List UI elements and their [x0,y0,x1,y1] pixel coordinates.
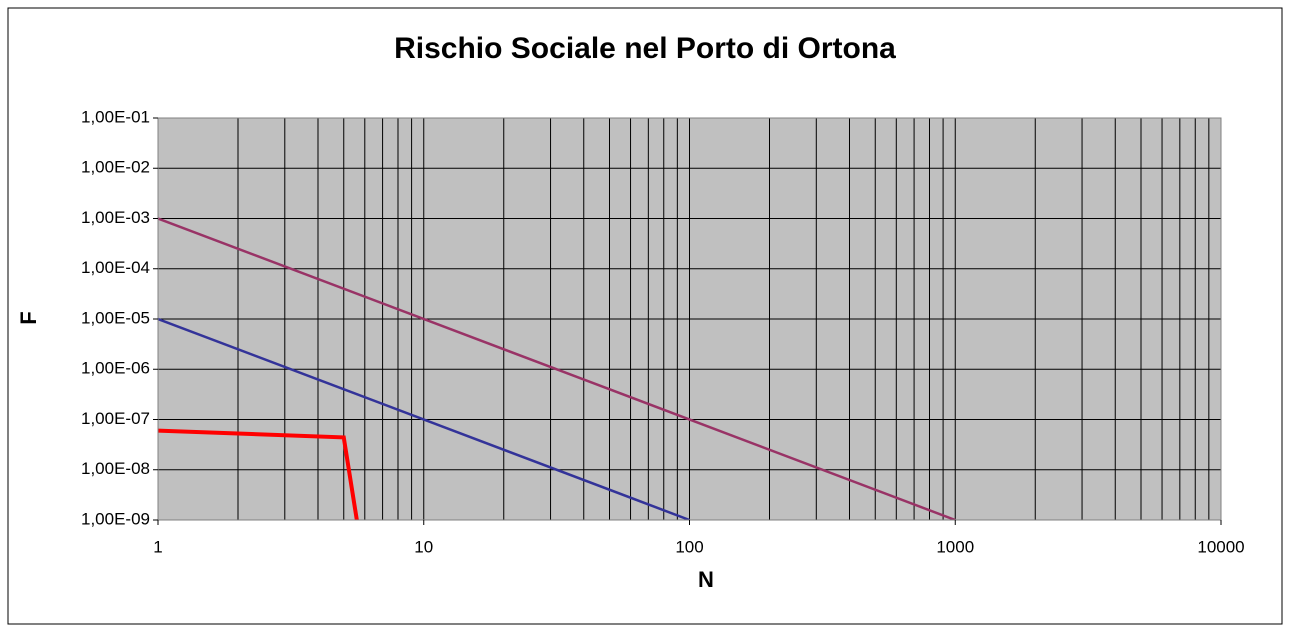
x-tick-label: 10000 [1197,537,1244,556]
chart-title: Rischio Sociale nel Porto di Ortona [394,32,896,65]
y-axis-title: F [16,311,41,324]
y-tick-label: 1,00E-08 [81,459,150,478]
series-line [158,428,359,520]
labels: 1,00E-01 1,00E-02 1,00E-03 1,00E-04 1,00E-05… [81,107,1245,556]
x-tick-label: 1000 [936,537,974,556]
series-line [158,217,956,520]
y-tick-label: 1,00E-01 [81,107,150,126]
y-tick-label: 1,00E-05 [81,308,150,327]
series-group [158,217,956,520]
x-tick-label: 100 [675,537,703,556]
y-tick-label: 1,00E-02 [81,158,150,177]
y-tick-label: 1,00E-04 [81,258,150,277]
y-tick-label: 1,00E-06 [81,359,150,378]
y-tick-label: 1,00E-09 [81,509,150,528]
y-tick-label: 1,00E-07 [81,409,150,428]
series-line [158,317,690,520]
x-axis-title: N [698,567,714,592]
x-tick-label: 1 [153,537,162,556]
y-tick-label: 1,00E-03 [81,208,150,227]
x-tick-label: 10 [414,537,433,556]
